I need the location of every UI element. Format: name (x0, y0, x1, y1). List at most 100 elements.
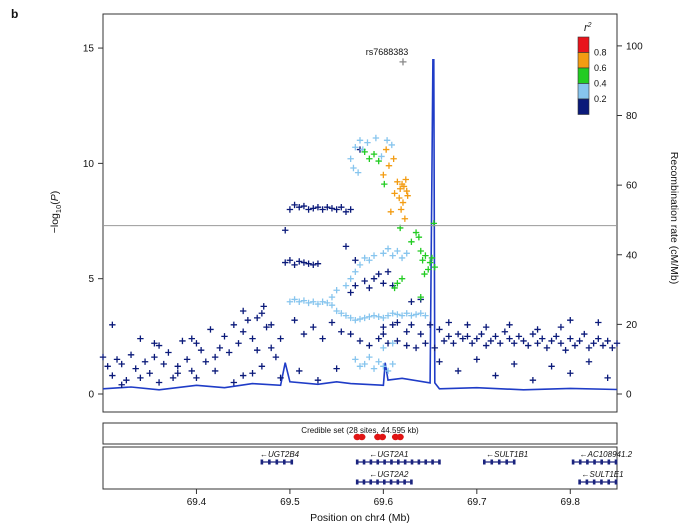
plot-frame (102, 13, 618, 413)
snp-point (412, 311, 420, 318)
gene-exon (397, 459, 400, 465)
snp-point (202, 358, 209, 365)
gene-exon (607, 459, 611, 465)
gene-exon (355, 479, 359, 485)
snp-point (356, 137, 364, 144)
snp-point (539, 335, 546, 342)
snp-point (515, 333, 523, 340)
snp-point (399, 199, 407, 206)
snp-point (380, 344, 387, 352)
recombination-rate-line (102, 59, 618, 391)
snp-point (151, 353, 158, 361)
snp-point (366, 284, 373, 292)
credible-site (396, 433, 404, 441)
snp-point (604, 374, 611, 382)
snp-point (412, 344, 420, 352)
gene-exon (497, 459, 501, 465)
snp-point (567, 335, 574, 342)
snp-point (372, 134, 380, 142)
legend-title-superscript: 2 (587, 22, 592, 29)
snp-point (239, 372, 247, 379)
gene-exon (410, 479, 413, 485)
x-axis-label: Position on chr4 (Mb) (310, 512, 410, 524)
snp-point (389, 252, 396, 259)
y-left-tick-label: 15 (83, 44, 95, 55)
snp-point (347, 155, 354, 162)
snp-point (380, 314, 387, 322)
snp-point (387, 208, 395, 216)
snp-point (347, 206, 354, 213)
snp-point (207, 326, 214, 333)
snp-point (534, 326, 541, 333)
x-tick-label: 69.5 (280, 497, 300, 508)
snp-point (193, 340, 200, 347)
axes-layer: 0 5 10 15 0 20 40 60 80 100 (83, 41, 643, 400)
gene-exon (355, 459, 359, 465)
snp-point (478, 330, 485, 338)
snp-point (300, 202, 308, 210)
legend-swatch (577, 52, 590, 69)
y-left-tick-label: 10 (83, 159, 95, 170)
gene-exon (585, 479, 589, 485)
snp-point (567, 370, 574, 377)
snp-point (450, 340, 457, 347)
snp-point (225, 349, 233, 356)
snp-point (548, 363, 555, 370)
snp-point (383, 137, 391, 144)
legend-swatch (577, 83, 590, 100)
snp-point (361, 360, 368, 368)
snp-point (277, 374, 284, 382)
snp-point (319, 335, 326, 342)
snp-point (127, 351, 135, 358)
snp-point (576, 337, 583, 345)
snp-point (109, 372, 116, 379)
gene-exon (396, 479, 400, 485)
snp-point (361, 314, 368, 322)
snp-point (328, 205, 336, 212)
gene-exon (376, 459, 380, 465)
snp-point (188, 335, 195, 342)
credible-set-panel (102, 422, 618, 445)
gene-exon (369, 459, 373, 465)
x-tick-label: 69.4 (187, 497, 207, 508)
snp-point (291, 296, 298, 303)
snp-point (417, 330, 424, 338)
snp-point (183, 356, 191, 363)
snp-point (249, 370, 256, 377)
snp-point (347, 289, 354, 296)
snp-point (338, 310, 345, 317)
snp-point (151, 340, 158, 347)
snp-point (567, 317, 574, 324)
legend-swatches: 0.8 0.6 0.4 0.2 (577, 36, 607, 115)
gene-exon (390, 459, 393, 465)
snp-point (431, 263, 438, 271)
snp-point (366, 155, 373, 162)
legend-label: 0.6 (594, 63, 607, 73)
gene-exon (490, 459, 494, 465)
snp-point (277, 335, 284, 342)
y-axis-right-label: Recombination rate (cM/Mb) (668, 152, 680, 284)
snp-point (310, 261, 317, 269)
r2-legend: r2 0.8 0.6 0.4 0.2 (577, 22, 607, 115)
snp-point (314, 260, 322, 267)
gene-exon (505, 459, 509, 465)
credible-site (358, 433, 366, 441)
snp-point (123, 376, 130, 384)
snp-point (380, 280, 387, 287)
snp-point (613, 340, 621, 347)
snp-point (401, 215, 409, 222)
snp-point (356, 363, 364, 370)
snp-point (394, 319, 401, 326)
snp-point (352, 282, 359, 289)
snp-point (254, 314, 261, 322)
snp-point (352, 356, 359, 363)
gene-exon (614, 479, 618, 485)
snp-point (397, 206, 405, 213)
snp-point (384, 268, 392, 275)
snp-point (506, 335, 513, 342)
y-right-tick-label: 20 (626, 320, 638, 331)
snp-point (543, 344, 551, 352)
snp-point (388, 141, 395, 149)
snp-point (529, 376, 537, 384)
snp-point (347, 275, 354, 282)
